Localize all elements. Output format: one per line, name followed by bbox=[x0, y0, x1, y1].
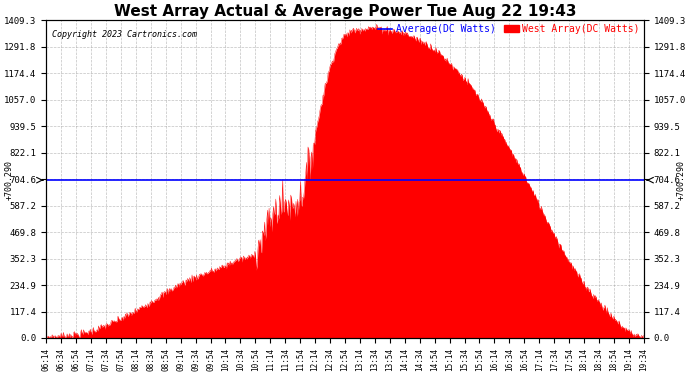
Text: +700.290: +700.290 bbox=[4, 160, 13, 200]
Text: Copyright 2023 Cartronics.com: Copyright 2023 Cartronics.com bbox=[52, 30, 197, 39]
Text: +700.290: +700.290 bbox=[677, 160, 686, 200]
Title: West Array Actual & Average Power Tue Aug 22 19:43: West Array Actual & Average Power Tue Au… bbox=[114, 4, 576, 19]
Legend: Average(DC Watts), West Array(DC Watts): Average(DC Watts), West Array(DC Watts) bbox=[374, 20, 644, 38]
